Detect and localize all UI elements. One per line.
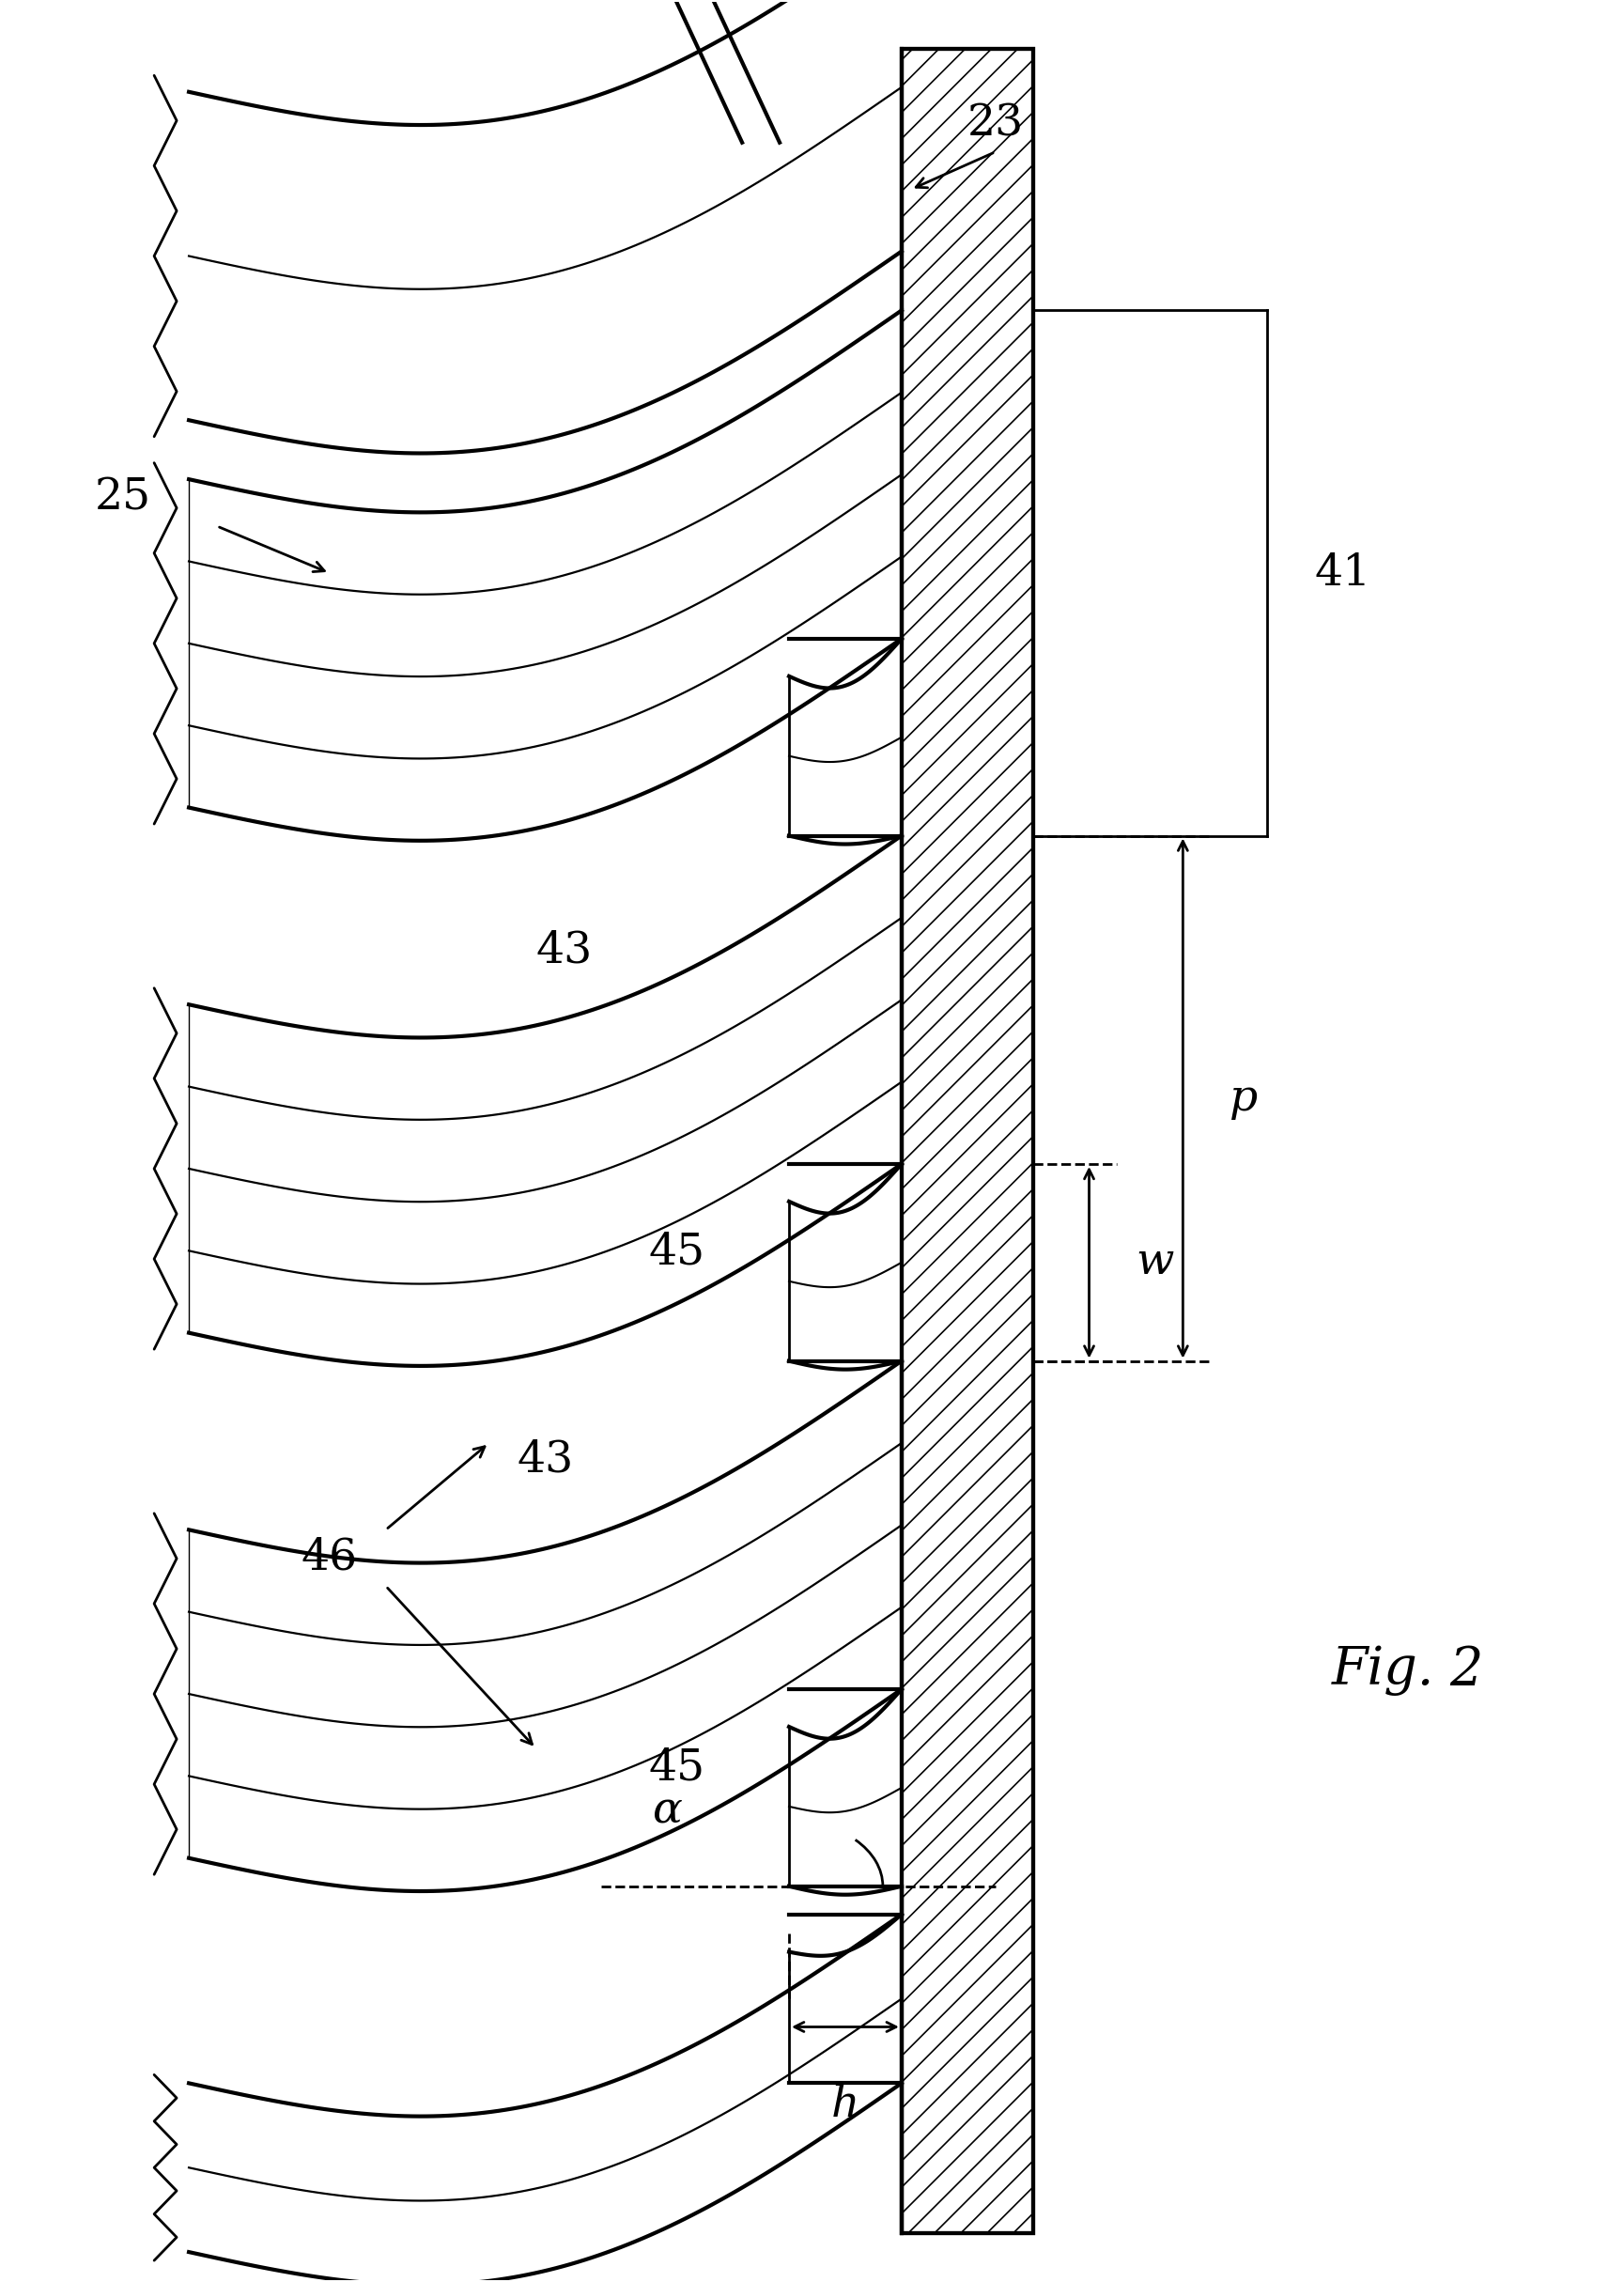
Text: h: h: [831, 2083, 859, 2127]
Text: 23: 23: [968, 103, 1023, 146]
Text: w: w: [1137, 1241, 1174, 1285]
Text: Fig. 2: Fig. 2: [1332, 1645, 1484, 1696]
Bar: [901, 48, 1033, 2234]
Text: p: p: [1229, 1077, 1259, 1120]
Text: 43: 43: [516, 1438, 573, 1481]
Bar: [901, 48, 1033, 2234]
Text: 45: 45: [648, 1746, 705, 1789]
Text: α: α: [653, 1789, 682, 1832]
Text: 46: 46: [302, 1536, 357, 1579]
Text: 25: 25: [96, 477, 151, 520]
Text: 41: 41: [1314, 552, 1371, 593]
Text: 43: 43: [536, 929, 593, 972]
Text: 45: 45: [648, 1232, 705, 1273]
